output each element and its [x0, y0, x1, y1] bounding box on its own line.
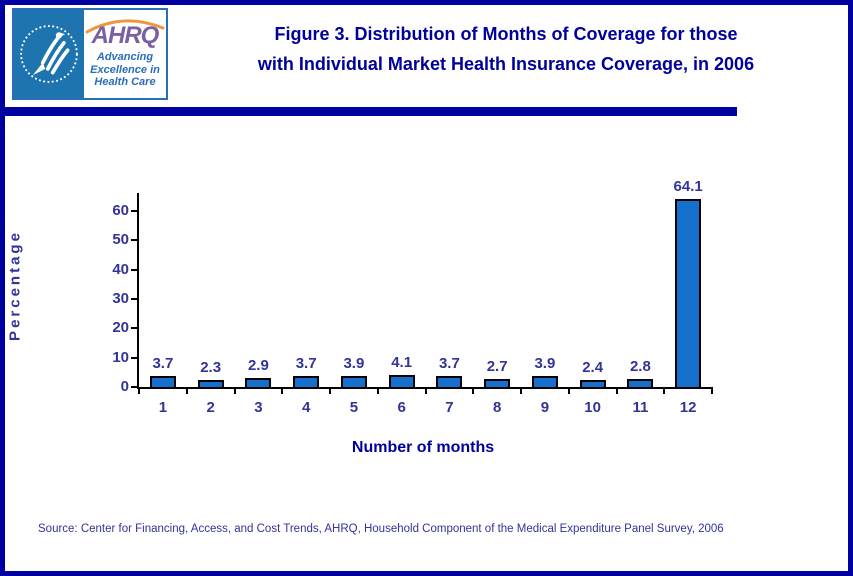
x-axis-category-label: 6 [397, 399, 406, 416]
x-axis-tick [615, 387, 618, 394]
y-axis-tick [131, 327, 137, 330]
bar-month-1 [149, 376, 176, 387]
bar-month-5 [340, 376, 367, 387]
x-axis-category-label: 9 [540, 399, 550, 416]
ahrq-logo: AHRQ Advancing Excellence in Health Care [12, 8, 168, 100]
y-axis-tick [131, 239, 137, 242]
y-axis-tick [131, 298, 137, 300]
x-axis-category-label: 2 [206, 399, 215, 416]
x-axis-tick [185, 387, 188, 394]
y-axis-tick-label: 10 [112, 348, 129, 366]
bar-value-label: 3.7 [152, 355, 174, 372]
y-axis-title: Percentage [6, 230, 24, 341]
bar-value-label: 2.7 [486, 358, 508, 375]
bar-month-9 [531, 376, 558, 387]
y-axis-tick-label: 50 [112, 231, 129, 249]
x-axis-tick [138, 387, 140, 394]
y-axis-tick-label: 0 [120, 378, 129, 395]
x-axis-tick [520, 387, 522, 394]
x-axis-category-label: 5 [349, 399, 359, 416]
tagline-line-1: Advancing [96, 51, 154, 63]
bar-month-10 [579, 380, 606, 387]
x-axis-tick [376, 387, 379, 394]
bar-value-label: 2.3 [200, 359, 222, 376]
x-axis-tick [329, 387, 331, 394]
bar-value-label: 64.1 [673, 178, 703, 195]
tagline-line-2: Excellence in [90, 63, 160, 76]
y-axis-tick-label: 30 [112, 290, 129, 307]
x-axis-category-label: 3 [254, 399, 263, 416]
ahrq-wordmark-box: AHRQ Advancing Excellence in Health Care [84, 10, 166, 98]
x-axis-category-label: 8 [492, 399, 502, 416]
y-axis-tick [131, 356, 137, 359]
ahrq-swoosh-icon [85, 19, 165, 34]
bar-month-11 [627, 379, 654, 387]
figure-title-line-1: Figure 3. Distribution of Months of Cove… [274, 24, 738, 44]
y-axis-tick-label: 60 [112, 202, 129, 220]
header-divider-bar [5, 107, 737, 116]
source-note: Source: Center for Financing, Access, an… [38, 523, 724, 535]
figure-title: Figure 3. Distribution of Months of Cove… [170, 19, 842, 79]
ahrq-wordmark: AHRQ [91, 22, 160, 49]
x-axis-tick [663, 387, 666, 394]
bar-chart-plot-area: 0 10 20 30 40 50 60 3.7 1 2.3 2 2.9 3 3.7 4 3.9 5 4.1 6 3.7… [112, 178, 713, 416]
bar-value-label: 3.7 [295, 355, 317, 372]
figure-title-line-2: with Individual Market Health Insurance … [257, 54, 755, 74]
bar-month-6 [388, 375, 415, 387]
bar-month-2 [197, 380, 224, 387]
x-axis-tick [424, 387, 427, 394]
bar-month-7 [436, 376, 463, 387]
y-axis-tick [131, 386, 137, 388]
ahrq-tagline: Advancing Excellence in Health Care [90, 51, 160, 89]
hhs-seal-box [14, 10, 84, 98]
x-axis-tick [711, 387, 713, 394]
bar-month-8 [484, 379, 511, 387]
hhs-eagle-icon [20, 25, 78, 83]
y-axis-tick [131, 210, 137, 213]
x-axis-category-label: 7 [445, 399, 454, 416]
x-axis-category-label: 1 [158, 399, 168, 416]
bar-value-label: 2.9 [247, 357, 269, 374]
x-axis-tick [472, 387, 475, 394]
x-axis-category-label: 10 [584, 399, 601, 416]
y-axis-tick [131, 268, 137, 271]
bar-value-label: 2.4 [582, 359, 604, 376]
x-axis-tick [233, 387, 236, 394]
x-axis-category-label: 11 [632, 399, 649, 416]
bar-month-4 [293, 376, 320, 387]
bar-value-label: 2.8 [629, 358, 651, 375]
tagline-line-3: Health Care [94, 76, 156, 89]
bar-value-label: 3.9 [343, 355, 365, 372]
bar-value-label: 4.1 [391, 354, 413, 371]
x-axis-category-label: 4 [301, 399, 311, 416]
bar-month-12 [675, 199, 702, 387]
x-axis-tick [281, 387, 284, 394]
x-axis-tick [567, 387, 570, 394]
x-axis-title: Number of months [351, 439, 495, 456]
y-axis-tick-label: 20 [112, 319, 129, 337]
bar-month-3 [245, 378, 272, 387]
x-axis-category-label: 12 [679, 399, 697, 416]
y-axis-tick-label: 40 [112, 260, 129, 278]
bar-value-label: 3.9 [534, 355, 556, 372]
bar-value-label: 3.7 [438, 355, 460, 372]
